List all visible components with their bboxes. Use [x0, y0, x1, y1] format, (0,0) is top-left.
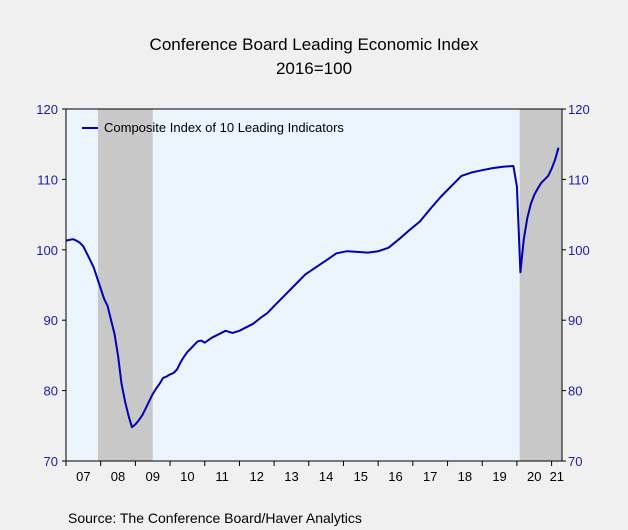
y-axis-right: 70 80 90 100 110 120	[562, 102, 590, 469]
series-line-0	[65, 147, 560, 429]
y-tick-label-right: 90	[568, 313, 582, 328]
y-tick-label-right: 120	[568, 102, 590, 117]
y-tick-label-left: 90	[44, 313, 58, 328]
chart-title: Conference Board Leading Economic Index	[150, 35, 479, 54]
plot-frame	[65, 108, 563, 462]
x-tick-label: 09	[145, 469, 159, 484]
x-tick-label: 19	[492, 469, 506, 484]
x-tick-label: 11	[215, 469, 229, 484]
chart-subtitle: 2016=100	[276, 59, 352, 78]
x-tick-label: 18	[458, 469, 472, 484]
x-tick-label: 14	[319, 469, 333, 484]
recession-band-1	[519, 109, 562, 461]
y-tick-label-right: 70	[568, 454, 582, 469]
x-tick-label: 15	[354, 469, 368, 484]
y-tick-label-left: 70	[44, 454, 58, 469]
x-tick-label: 20	[527, 469, 541, 484]
legend: Composite Index of 10 Leading Indicators	[82, 120, 344, 135]
y-tick-label-right: 110	[568, 172, 589, 187]
series-lines	[65, 147, 560, 429]
x-tick-label: 12	[250, 469, 264, 484]
recession-shading	[97, 109, 562, 461]
y-tick-label-left: 80	[44, 384, 58, 399]
x-tick-label: 10	[180, 469, 194, 484]
x-tick-label: 13	[284, 469, 298, 484]
x-axis: 07 08 09 10 11 12 13 14 15 16 17 18 19 20 21	[65, 461, 564, 484]
y-tick-label-right: 100	[568, 243, 590, 258]
legend-label: Composite Index of 10 Leading Indicators	[104, 120, 344, 135]
x-tick-label: 07	[76, 469, 90, 484]
recession-band-0	[97, 109, 153, 461]
y-tick-label-right: 80	[568, 384, 582, 399]
x-tick-label: 08	[111, 469, 125, 484]
x-tick-label: 17	[423, 469, 437, 484]
source-note: Source: The Conference Board/Haver Analy…	[68, 510, 362, 526]
y-tick-label-left: 120	[36, 102, 58, 117]
y-tick-label-left: 100	[36, 243, 58, 258]
x-tick-label: 16	[388, 469, 402, 484]
y-axis-left: 70 80 90 100 110 120	[36, 102, 66, 469]
x-tick-label: 21	[550, 469, 564, 484]
y-tick-label-left: 110	[37, 172, 58, 187]
